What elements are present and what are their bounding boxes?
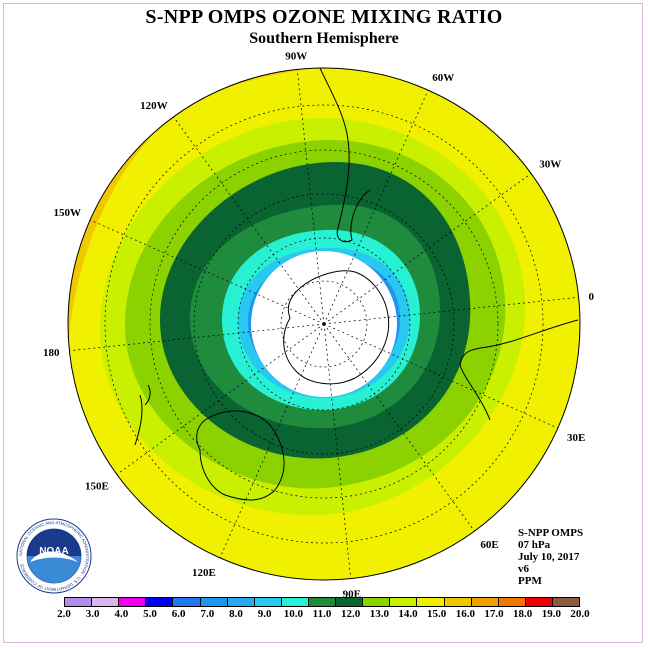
lat-circle-40 bbox=[104, 104, 544, 544]
lon-label-150w: 150W bbox=[54, 207, 82, 219]
lon-label-30e: 30E bbox=[567, 432, 585, 444]
logo-bird bbox=[30, 551, 78, 562]
colorbar-tick-label: 17.0 bbox=[484, 608, 504, 620]
colorbar-segment bbox=[65, 598, 93, 606]
lon-label-90w: 90W bbox=[285, 51, 307, 63]
colorbar-tick-label: 9.0 bbox=[257, 608, 272, 620]
colorbar-tick-label: 4.0 bbox=[114, 608, 129, 620]
colorbar-tick-label: 20.0 bbox=[570, 608, 590, 620]
colorbar-tick-label: 2.0 bbox=[57, 608, 71, 620]
lon-label-180: 180 bbox=[43, 347, 60, 359]
colorbar-segment bbox=[146, 598, 174, 606]
logo-sea bbox=[27, 556, 81, 583]
figure-frame bbox=[3, 3, 643, 643]
lat-circle-70 bbox=[237, 237, 411, 411]
colorbar-segment bbox=[119, 598, 147, 606]
colorbar-segment bbox=[552, 598, 580, 606]
africa-outline bbox=[459, 319, 579, 421]
map-boundary bbox=[67, 67, 581, 581]
colorbar-tick-label: 11.0 bbox=[312, 608, 332, 620]
colorbar-tick-label: 15.0 bbox=[427, 608, 447, 620]
lon-label-120w: 120W bbox=[140, 100, 168, 112]
colorbar-segment bbox=[254, 598, 282, 606]
colorbar-tick-label: 16.0 bbox=[455, 608, 475, 620]
lon-label-60w: 60W bbox=[432, 72, 454, 84]
lon-label-30w: 30W bbox=[539, 159, 561, 171]
lon-label-0: 0 bbox=[589, 291, 595, 303]
lat-circle-50 bbox=[149, 149, 499, 499]
colorbar-segment bbox=[92, 598, 120, 606]
colorbar-tick-label: 10.0 bbox=[283, 608, 303, 620]
info-version: v6 bbox=[518, 563, 529, 575]
colorbar-tick-label: 19.0 bbox=[541, 608, 561, 620]
colorbar-segment bbox=[336, 598, 364, 606]
new-zealand-outline bbox=[134, 384, 151, 446]
colorbar-segment bbox=[525, 598, 553, 606]
logo-text: NOAA bbox=[39, 546, 68, 557]
colorbar-segment bbox=[498, 598, 526, 606]
colorbar-ticks: 2.0 3.0 4.0 5.0 6.0 7.0 8.0 9.0 10.0 11.0 12.0 13.0… bbox=[0, 608, 648, 624]
lon-label-150e: 150E bbox=[85, 480, 109, 492]
colorbar-segment bbox=[417, 598, 445, 606]
lon-label-60e: 60E bbox=[480, 539, 498, 551]
colorbar-segment bbox=[173, 598, 201, 606]
australia-outline bbox=[196, 410, 285, 501]
colorbar-segment bbox=[444, 598, 472, 606]
info-instrument: S-NPP OMPS bbox=[518, 527, 584, 539]
south-america-outline bbox=[319, 68, 371, 243]
colorbar-segment bbox=[200, 598, 228, 606]
colorbar-segment bbox=[471, 598, 499, 606]
colorbar-tick-label: 5.0 bbox=[143, 608, 157, 620]
colorbar-tick-label: 8.0 bbox=[229, 608, 243, 620]
colorbar-tick-label: 14.0 bbox=[398, 608, 418, 620]
logo-sky bbox=[27, 529, 81, 556]
colorbar-segment bbox=[390, 598, 418, 606]
info-level: 07 hPa bbox=[518, 539, 551, 551]
ozone-field bbox=[68, 68, 580, 580]
colorbar-tick-label: 12.0 bbox=[341, 608, 361, 620]
info-units: PPM bbox=[518, 575, 542, 587]
colorbar-segment bbox=[281, 598, 309, 606]
graticule bbox=[69, 69, 579, 579]
colorbar bbox=[64, 597, 580, 607]
colorbar-tick-label: 6.0 bbox=[171, 608, 186, 620]
colorbar-segment bbox=[227, 598, 255, 606]
colorbar-segment bbox=[308, 598, 337, 606]
lat-circle-60 bbox=[193, 193, 455, 455]
colorbar-segment bbox=[363, 598, 391, 606]
antarctica-outline bbox=[283, 270, 390, 385]
colorbar-tick-label: 13.0 bbox=[369, 608, 389, 620]
colorbar-tick-label: 3.0 bbox=[85, 608, 100, 620]
colorbar-tick-label: 18.0 bbox=[513, 608, 533, 620]
noaa-logo: NOAA NATIONAL OCEANIC AND ATMOSPHERIC AD… bbox=[16, 518, 92, 594]
info-date: July 10, 2017 bbox=[518, 551, 580, 563]
lon-label-120e: 120E bbox=[192, 567, 216, 579]
map-title: S-NPP OMPS OZONE MIXING RATIO bbox=[145, 6, 503, 28]
product-info: S-NPP OMPS 07 hPa July 10, 2017 v6 PPM bbox=[518, 527, 583, 587]
map-subtitle: Southern Hemisphere bbox=[249, 30, 399, 47]
lat-circle-80 bbox=[280, 280, 368, 368]
colorbar-tick-label: 7.0 bbox=[200, 608, 215, 620]
